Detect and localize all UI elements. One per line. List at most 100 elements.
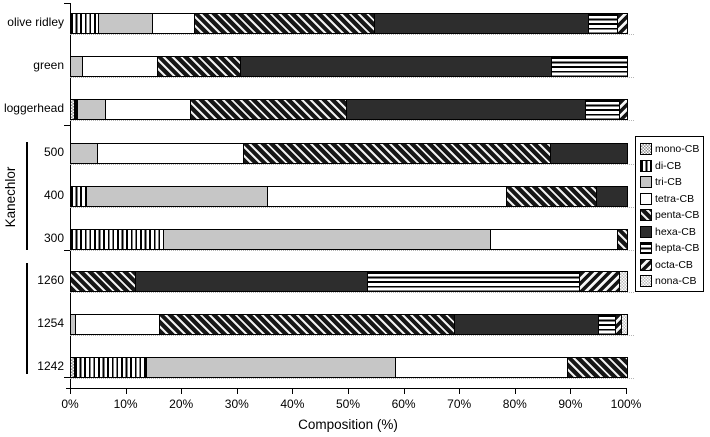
segment-tri-cb-green bbox=[71, 57, 83, 76]
x-axis-tick bbox=[459, 388, 461, 394]
legend-swatch-octa-cb bbox=[640, 258, 652, 271]
legend-label: tri-CB bbox=[655, 176, 682, 189]
kanechlor-group-bracket bbox=[26, 142, 28, 250]
legend-item-octa-cb: octa-CB bbox=[640, 257, 703, 274]
segment-hexa-cb-loggerhead bbox=[346, 100, 586, 119]
x-tick-label-20: 20% bbox=[169, 397, 194, 411]
legend-item-tetra-cb: tetra-CB bbox=[640, 191, 703, 208]
segment-hexa-cb-olive-ridley bbox=[374, 14, 588, 33]
legend-swatch-tri-cb bbox=[640, 176, 652, 189]
x-axis-tick bbox=[514, 388, 516, 394]
x-axis-tick bbox=[403, 388, 405, 394]
segment-penta-cb-400 bbox=[506, 187, 596, 206]
row-gridline bbox=[70, 378, 634, 379]
segment-penta-cb-300 bbox=[616, 230, 627, 249]
x-tick-label-60: 60% bbox=[391, 397, 416, 411]
segment-di-cb-loggerhead bbox=[74, 100, 78, 119]
segment-hexa-cb-green bbox=[240, 57, 552, 76]
segment-tetra-cb-1254 bbox=[74, 315, 160, 334]
segment-penta-cb-500 bbox=[243, 144, 550, 163]
category-label-300: 300 bbox=[43, 231, 64, 245]
category-label-1254: 1254 bbox=[37, 316, 64, 330]
legend-label: di-CB bbox=[655, 159, 682, 172]
row-gridline bbox=[70, 335, 634, 336]
x-axis-tick bbox=[181, 388, 183, 394]
y-axis-tick bbox=[64, 377, 70, 378]
x-axis-tick bbox=[70, 388, 71, 394]
segment-tetra-cb-green bbox=[82, 57, 158, 76]
legend-item-di-cb: di-CB bbox=[640, 158, 703, 175]
segment-hexa-cb-400 bbox=[595, 187, 627, 206]
segment-tetra-cb-olive-ridley bbox=[152, 14, 194, 33]
bar-1260 bbox=[70, 271, 628, 292]
bar-green bbox=[70, 56, 628, 77]
category-label-500: 500 bbox=[43, 145, 64, 159]
legend-label: octa-CB bbox=[655, 258, 693, 271]
legend-item-penta-cb: penta-CB bbox=[640, 207, 703, 224]
bar-loggerhead bbox=[70, 99, 628, 120]
x-axis-tick bbox=[626, 388, 627, 394]
category-label-400: 400 bbox=[43, 188, 64, 202]
segment-hepta-cb-green bbox=[551, 57, 627, 76]
segment-di-cb-300 bbox=[71, 230, 163, 249]
legend-label: penta-CB bbox=[655, 209, 700, 222]
segment-octa-cb-olive-ridley bbox=[616, 14, 627, 33]
segment-tetra-cb-300 bbox=[489, 230, 617, 249]
segment-penta-cb-olive-ridley bbox=[193, 14, 374, 33]
bar-1242 bbox=[70, 357, 628, 378]
segment-penta-cb-1242 bbox=[567, 358, 627, 377]
bar-300 bbox=[70, 229, 628, 250]
segment-octa-cb-1254 bbox=[614, 315, 622, 334]
legend-swatch-hepta-cb bbox=[640, 242, 652, 255]
aroclor-group-bracket bbox=[26, 263, 28, 374]
category-label-1242: 1242 bbox=[37, 359, 64, 373]
x-tick-label-0: 0% bbox=[61, 397, 79, 411]
legend-item-hepta-cb: hepta-CB bbox=[640, 240, 703, 257]
segment-hepta-cb-loggerhead bbox=[585, 100, 619, 119]
segment-penta-cb-1254 bbox=[159, 315, 455, 334]
segment-tri-cb-500 bbox=[71, 144, 98, 163]
segment-mono-cb-1242 bbox=[71, 358, 74, 377]
bar-400 bbox=[70, 186, 628, 207]
legend: mono-CB di-CB tri-CB tetra-CB penta-CB hexa-C… bbox=[635, 136, 704, 292]
x-axis-tick bbox=[125, 388, 127, 394]
legend-label: mono-CB bbox=[655, 143, 700, 156]
legend-swatch-hexa-cb bbox=[640, 225, 652, 238]
x-tick-label-80: 80% bbox=[502, 397, 527, 411]
bar-500 bbox=[70, 143, 628, 164]
legend-swatch-mono-cb bbox=[640, 143, 652, 156]
segment-mono-cb-loggerhead bbox=[71, 100, 75, 119]
segment-hexa-cb-1260 bbox=[134, 272, 368, 291]
legend-item-mono-cb: mono-CB bbox=[640, 141, 703, 158]
legend-label: nona-CB bbox=[655, 275, 697, 288]
legend-swatch-di-cb bbox=[640, 159, 652, 172]
legend-item-hexa-cb: hexa-CB bbox=[640, 224, 703, 241]
row-gridline bbox=[70, 250, 634, 251]
segment-hepta-cb-olive-ridley bbox=[587, 14, 617, 33]
segment-octa-cb-1260 bbox=[579, 272, 619, 291]
segment-di-cb-1242 bbox=[73, 358, 147, 377]
y-axis-tick bbox=[64, 125, 70, 126]
x-tick-label-90: 90% bbox=[558, 397, 583, 411]
legend-swatch-tetra-cb bbox=[640, 192, 652, 205]
segment-tri-cb-1242 bbox=[146, 358, 395, 377]
legend-swatch-penta-cb bbox=[640, 209, 652, 222]
legend-swatch-nona-cb bbox=[640, 275, 652, 288]
row-gridline bbox=[70, 292, 634, 293]
segment-hexa-cb-1254 bbox=[454, 315, 599, 334]
segment-di-cb-olive-ridley bbox=[71, 14, 98, 33]
legend-item-tri-cb: tri-CB bbox=[640, 174, 703, 191]
segment-tri-cb-loggerhead bbox=[77, 100, 106, 119]
x-tick-label-10: 10% bbox=[113, 397, 138, 411]
segment-octa-cb-loggerhead bbox=[618, 100, 627, 119]
segment-penta-cb-loggerhead bbox=[189, 100, 347, 119]
segment-nona-cb-1254 bbox=[621, 315, 627, 334]
y-axis-tick bbox=[64, 3, 70, 4]
legend-label: hexa-CB bbox=[655, 225, 696, 238]
segment-hepta-cb-1260 bbox=[367, 272, 580, 291]
segment-nona-cb-1260 bbox=[618, 272, 627, 291]
segment-tetra-cb-1242 bbox=[394, 358, 568, 377]
segment-tri-cb-400 bbox=[86, 187, 267, 206]
legend-item-nona-cb: nona-CB bbox=[640, 273, 703, 290]
